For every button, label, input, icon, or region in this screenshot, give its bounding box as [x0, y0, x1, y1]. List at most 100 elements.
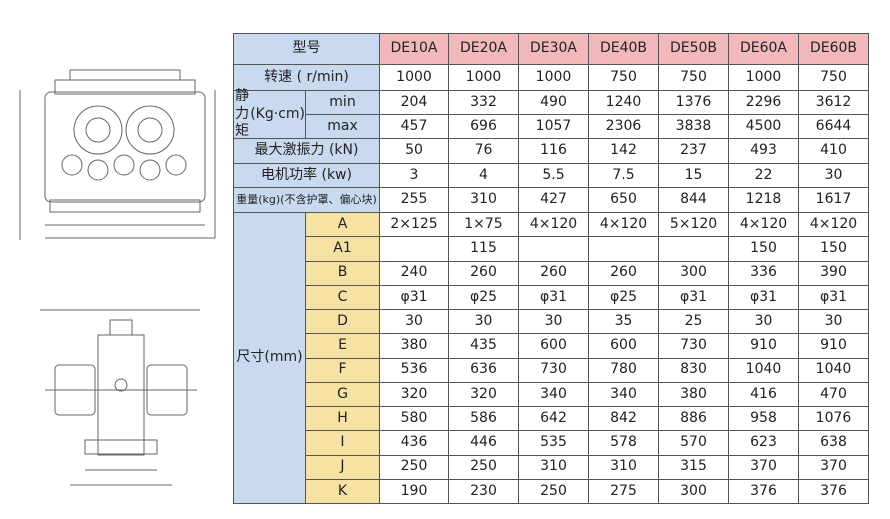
cell-text: DE50B	[669, 40, 718, 57]
value-cell: 446	[448, 430, 519, 456]
value-cell: 376	[798, 478, 869, 504]
cell-text: 240	[400, 264, 428, 281]
cell-text: 1057	[535, 117, 572, 134]
cell-text: 780	[610, 361, 637, 378]
value-cell: 7.5	[588, 163, 659, 188]
value-cell: 190	[379, 478, 449, 504]
value-cell: 780	[588, 357, 659, 383]
cell-text: K	[337, 482, 348, 499]
value-cell: 150	[798, 236, 869, 262]
cell-text: 275	[610, 482, 637, 499]
value-cell: 2296	[728, 90, 799, 115]
cell-text: 2×125	[390, 215, 438, 232]
row-label: 最大激振力 (kN)	[233, 138, 380, 164]
cell-text: 336	[750, 264, 777, 281]
cell-text: 310	[540, 458, 567, 475]
cell-text: 958	[750, 409, 777, 426]
value-cell: 230	[448, 478, 519, 504]
cell-text: 6644	[815, 117, 852, 134]
cell-text: 320	[470, 385, 497, 402]
group-label: 静力矩 (Kg·cm)	[233, 88, 306, 139]
sub-label: I	[305, 430, 380, 456]
value-cell: 380	[658, 381, 729, 407]
cell-text: 650	[610, 191, 637, 208]
cell-text: 416	[750, 385, 777, 402]
value-cell: 3612	[798, 90, 869, 115]
value-cell	[518, 236, 589, 262]
cell-text: 2306	[605, 117, 642, 134]
cell-text: φ31	[749, 288, 778, 305]
cell-text: 230	[470, 482, 497, 499]
value-cell: 3838	[658, 114, 729, 139]
sub-label: H	[305, 406, 380, 432]
cell-text: D	[337, 312, 348, 329]
cell-text: 750	[610, 68, 637, 85]
cell-text: DE60B	[809, 40, 858, 57]
value-cell: 30	[798, 163, 869, 188]
value-cell: 427	[518, 187, 589, 213]
cell-text: 490	[540, 93, 567, 110]
value-cell: 4×120	[518, 212, 589, 238]
cell-text: 436	[400, 434, 428, 451]
cell-text: 15	[684, 166, 703, 183]
cell-text: 260	[540, 264, 567, 281]
cell-text: 446	[470, 434, 497, 451]
value-cell: 696	[448, 114, 519, 139]
cell-text: G	[337, 385, 348, 402]
value-cell: 30	[448, 309, 519, 335]
cell-text: 370	[820, 458, 847, 475]
cell-text: 重量(kg)(不含护罩、偏心块)	[236, 193, 377, 207]
cell-text: DE60A	[739, 40, 788, 57]
value-cell: 320	[448, 381, 519, 407]
cell-text: 转速 ( r/min)	[264, 68, 349, 85]
cell-text: 4500	[745, 117, 782, 134]
value-cell: 5.5	[518, 163, 589, 188]
value-cell: 76	[448, 138, 519, 164]
cell-text: 578	[610, 434, 637, 451]
cell-text: 910	[750, 337, 777, 354]
value-cell: 250	[379, 454, 449, 480]
cell-text: 1000	[535, 68, 572, 85]
value-cell: 416	[728, 381, 799, 407]
value-cell: 310	[518, 454, 589, 480]
cell-text: 1617	[815, 191, 852, 208]
sub-label: C	[305, 284, 380, 310]
value-cell: 490	[518, 90, 589, 115]
value-cell: 370	[798, 454, 869, 480]
value-cell: 910	[728, 333, 799, 359]
cell-text: 76	[474, 142, 493, 159]
value-cell: 255	[379, 187, 449, 213]
value-cell: 636	[448, 357, 519, 383]
cell-text: 390	[820, 264, 847, 281]
model-header: DE40B	[588, 33, 659, 65]
value-cell: 842	[588, 406, 659, 432]
cell-text: 30	[405, 312, 423, 329]
sub-label: min	[305, 90, 380, 115]
value-cell: 332	[448, 90, 519, 115]
cell-text: 22	[754, 166, 773, 183]
value-cell: 5×120	[658, 212, 729, 238]
cell-text: 380	[680, 385, 707, 402]
value-cell: 410	[798, 138, 869, 164]
cell-text: 2296	[745, 93, 782, 110]
cell-text: 最大激振力 (kN)	[254, 142, 359, 159]
cell-text: 580	[400, 409, 428, 426]
value-cell: 4	[448, 163, 519, 188]
cell-text: H	[337, 409, 348, 426]
cell-text: 1000	[396, 68, 432, 85]
cell-text: 750	[820, 68, 847, 85]
cell-text: 332	[470, 93, 497, 110]
cell-text: DE30A	[529, 40, 578, 57]
value-cell: 730	[518, 357, 589, 383]
cell-text: 636	[470, 361, 497, 378]
sub-label: D	[305, 309, 380, 335]
cell-text: 410	[820, 142, 847, 159]
value-cell	[379, 236, 449, 262]
cell-text: 4×120	[739, 215, 788, 232]
cell-text: 315	[680, 458, 707, 475]
value-cell: 250	[518, 478, 589, 504]
value-cell	[658, 236, 729, 262]
value-cell: 115	[448, 236, 519, 262]
value-cell: 25	[658, 309, 729, 335]
value-cell: 642	[518, 406, 589, 432]
